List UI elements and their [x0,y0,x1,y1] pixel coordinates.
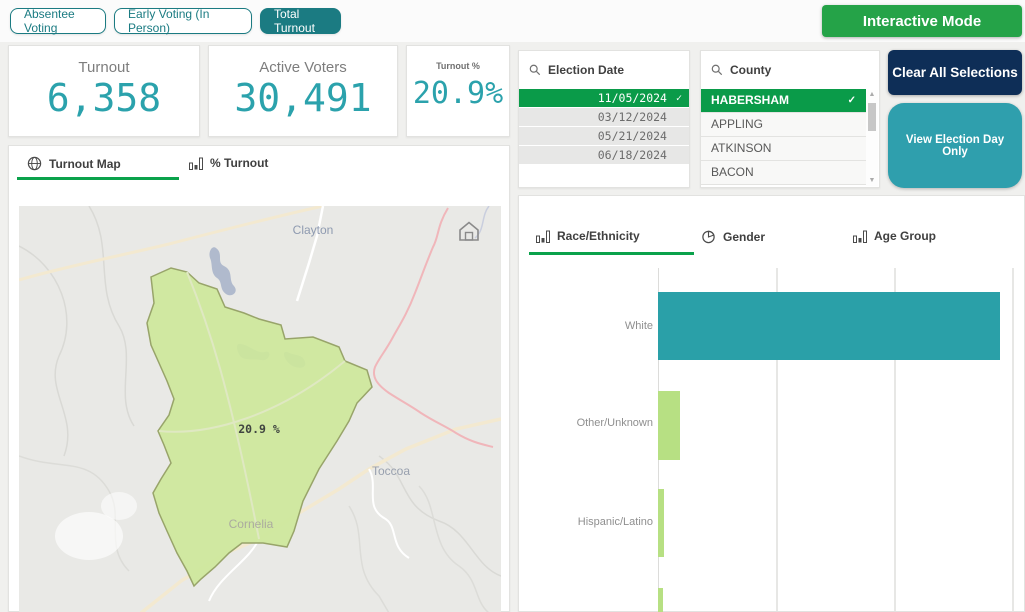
interactive-mode-label: Interactive Mode [863,13,981,30]
election-date-value: 06/18/2024 [598,148,667,162]
tab-age-group[interactable]: Age Group [853,229,936,243]
total-turnout-label: Total Turnout [274,7,327,35]
scroll-up-icon[interactable]: ▲ [866,90,878,100]
map-label-cornelia: Cornelia [229,517,274,531]
tab-gender-label: Gender [723,230,765,244]
election-date-option[interactable]: 06/18/2024 [519,146,689,165]
kpi-active-voters-value: 30,491 [209,78,397,120]
election-date-listbox: Election Date 11/05/2024 ✓ 03/12/2024 05… [518,50,690,188]
total-turnout-button[interactable]: Total Turnout [260,8,341,34]
search-icon [529,64,541,76]
active-tab-underline [17,177,179,180]
map-panel: Turnout Map % Turnout [8,145,510,612]
county-listbox: County HABERSHAM ✓ APPLING ATKINSON BACO… [700,50,880,188]
kpi-turnout-pct-value: 20.9% [407,77,509,110]
map-canvas: Clayton Toccoa Cornelia 20.9 % [19,206,501,612]
county-title: County [730,63,771,77]
kpi-turnout-pct-card: Turnout % 20.9% [406,45,510,137]
top-toolbar: Absentee Voting Early Voting (In Person)… [0,0,1025,42]
election-date-header[interactable]: Election Date [519,51,689,89]
gridline [1012,268,1014,611]
city-patch [55,512,123,560]
county-scrollbar[interactable]: ▲ ▼ [866,90,878,186]
globe-icon [27,156,42,171]
election-date-option[interactable]: 03/12/2024 [519,108,689,127]
county-value: HABERSHAM [711,93,789,107]
search-icon [711,64,723,76]
map-label-clayton: Clayton [293,223,334,237]
tab-gender[interactable]: Gender [701,229,765,244]
check-icon: ✓ [848,89,856,112]
county-option[interactable]: ATKINSON [701,137,866,161]
active-tab-underline [529,252,694,255]
election-date-value: 11/05/2024 [598,91,667,105]
election-date-title: Election Date [548,63,624,77]
kpi-turnout-card: Turnout 6,358 [8,45,200,137]
interactive-mode-button[interactable]: Interactive Mode [822,5,1022,37]
county-option-selected[interactable]: HABERSHAM ✓ [701,89,866,113]
bar-hispanic-latino[interactable] [658,489,664,557]
tab-turnout-map[interactable]: Turnout Map [27,156,121,171]
dashboard: Absentee Voting Early Voting (In Person)… [0,0,1025,612]
election-date-option[interactable]: 05/21/2024 [519,127,689,146]
absentee-voting-button[interactable]: Absentee Voting [10,8,106,34]
view-election-day-only-label: View Election Day Only [898,134,1012,158]
election-date-option-selected[interactable]: 11/05/2024 ✓ [519,89,689,108]
kpi-active-voters-label: Active Voters [209,59,397,76]
kpi-turnout-label: Turnout [9,59,199,76]
check-icon: ✓ [676,89,682,108]
clear-all-selections-label: Clear All Selections [892,65,1018,80]
tab-race-ethnicity-label: Race/Ethnicity [557,229,640,243]
demographics-panel: Race/Ethnicity Gender Age Group White [518,195,1025,612]
county-value: BACON [711,165,754,179]
tab-age-group-label: Age Group [874,229,936,243]
early-voting-button[interactable]: Early Voting (In Person) [114,8,252,34]
scrollbar-thumb[interactable] [868,103,876,131]
bar-label-hispanic-latino: Hispanic/Latino [533,516,653,528]
tab-pct-turnout[interactable]: % Turnout [189,156,268,170]
county-value: APPLING [711,117,763,131]
early-voting-label: Early Voting (In Person) [128,7,238,35]
election-date-value: 05/21/2024 [598,129,667,143]
clear-all-selections-button[interactable]: Clear All Selections [888,50,1022,95]
road [297,206,323,301]
bar-chart-icon [189,157,203,170]
pie-chart-icon [701,229,716,244]
county-option[interactable]: APPLING [701,113,866,137]
election-date-value: 03/12/2024 [598,110,667,124]
kpi-turnout-value: 6,358 [9,78,199,120]
scroll-down-icon[interactable]: ▼ [866,176,878,186]
bar-fourth-category[interactable] [658,588,663,612]
county-header[interactable]: County [701,51,879,89]
county-value: ATKINSON [711,141,771,155]
bar-label-white: White [533,320,653,332]
bar-chart-icon [536,230,550,243]
tab-pct-turnout-label: % Turnout [210,156,268,170]
tab-turnout-map-label: Turnout Map [49,157,121,171]
county-option[interactable]: BACON [701,161,866,185]
bar-label-other-unknown: Other/Unknown [533,417,653,429]
state-boundary [374,208,493,447]
map[interactable]: Clayton Toccoa Cornelia 20.9 % [19,206,501,612]
bar-chart: White Other/Unknown Hispanic/Latino [519,266,1024,611]
map-value-label: 20.9 % [238,422,280,436]
kpi-turnout-pct-label: Turnout % [407,61,509,71]
bar-other-unknown[interactable] [658,391,680,460]
absentee-voting-label: Absentee Voting [24,7,92,35]
map-label-toccoa: Toccoa [372,464,410,478]
kpi-active-voters-card: Active Voters 30,491 [208,45,398,137]
view-election-day-only-button[interactable]: View Election Day Only [888,103,1022,188]
bar-chart-icon [853,230,867,243]
tab-race-ethnicity[interactable]: Race/Ethnicity [536,229,640,243]
bar-white[interactable] [658,292,1000,360]
